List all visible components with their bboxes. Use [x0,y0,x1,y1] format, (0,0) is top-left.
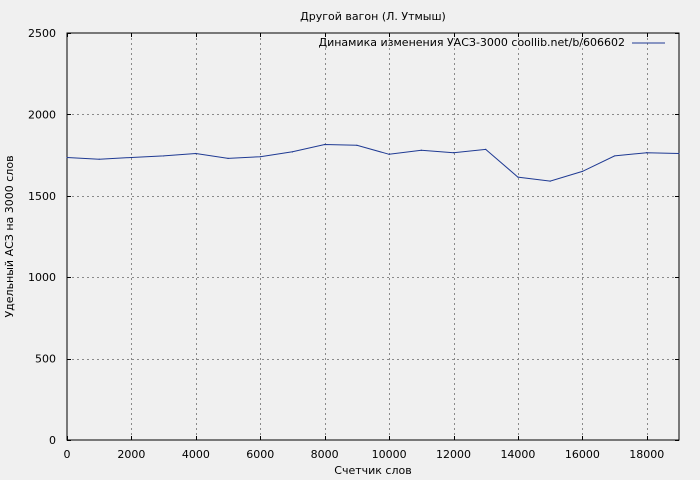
grid [67,33,679,440]
legend: Динамика изменения УАСЗ-3000 coollib.net… [319,36,665,49]
data-point [324,143,326,146]
data-point [98,158,100,160]
x-tick-label: 0 [64,448,71,461]
data-point [356,144,358,146]
data-point [420,149,422,151]
x-tick-label: 8000 [311,448,339,461]
series-line [66,143,680,182]
data-point [678,152,680,155]
data-point [291,151,294,153]
y-tick-label: 0 [49,434,56,447]
y-tick-label: 2500 [28,27,56,40]
data-point [485,148,487,151]
x-tick-label: 6000 [246,448,274,461]
data-point [259,156,261,158]
y-tick-label: 500 [35,353,56,366]
x-axis-title: Счетчик слов [334,464,411,477]
data-point [581,170,583,172]
y-tick-label: 1000 [28,271,56,284]
data-point [227,157,229,159]
x-tick-label: 16000 [565,448,600,461]
x-tick-label: 4000 [182,448,210,461]
x-tick-label: 10000 [372,448,407,461]
data-point [646,152,648,154]
chart-title: Другой вагон (Л. Утмыш) [300,10,446,23]
data-point [163,155,165,157]
x-tick-label: 18000 [629,448,664,461]
legend-label: Динамика изменения УАСЗ-3000 coollib.net… [319,36,626,49]
plot-frame [66,32,680,441]
y-axis-title: Удельный АСЗ на 3000 слов [3,155,16,317]
data-point [613,155,616,157]
data-point [549,180,551,182]
data-point [388,153,390,155]
data-point [452,152,455,154]
x-tick-label: 2000 [117,448,145,461]
x-tick-label: 14000 [500,448,535,461]
y-tick-label: 2000 [28,108,56,121]
series-layer [66,143,680,182]
axis-ticks: 0 2000 4000 6000 8000 10000 12000 14000 16000 180… [28,27,679,461]
data-point [66,156,68,159]
data-point [517,176,519,178]
y-tick-label: 1500 [28,190,56,203]
data-point [130,156,133,159]
data-point [195,152,197,155]
x-tick-label: 12000 [436,448,471,461]
